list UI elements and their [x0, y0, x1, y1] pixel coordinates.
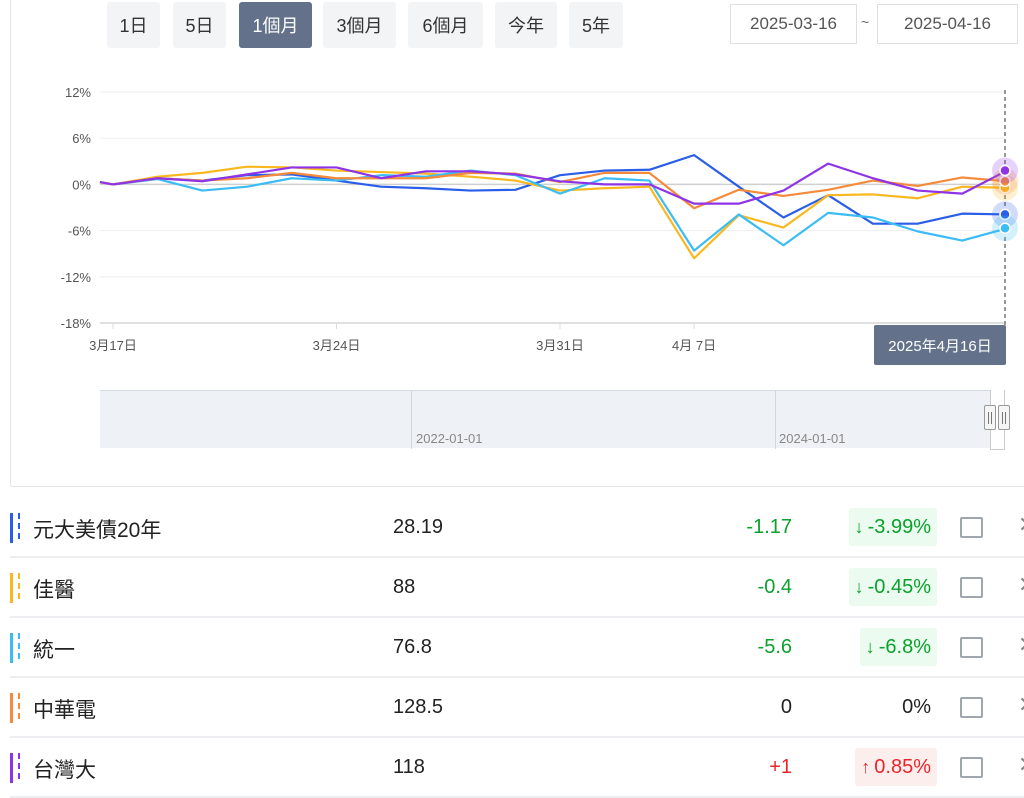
percent-change-badge: ↑ 0.85%: [855, 748, 937, 786]
series-line: [99, 169, 1008, 252]
stock-name: 中華電: [33, 699, 96, 722]
stock-price: 118: [393, 756, 425, 778]
y-tick-label: 6%: [72, 131, 91, 146]
series-dash-marker: [18, 513, 20, 543]
stock-name: 元大美債20年: [33, 519, 162, 542]
data-point: [999, 208, 1011, 221]
y-tick-label: -12%: [61, 270, 92, 285]
percent-value: 0%: [902, 695, 931, 718]
series-color-bar: [10, 513, 13, 543]
percent-change-badge: ↓ -0.45%: [848, 568, 937, 606]
table-row[interactable]: 台灣大 118 +1 ↑0.85% ✕: [10, 738, 1024, 798]
series-line: [99, 162, 1008, 205]
stock-price: 88: [393, 576, 416, 598]
data-point: [999, 175, 1011, 188]
arrow-down-icon: ↓: [854, 576, 864, 597]
x-tick-label: 3月31日: [536, 338, 584, 353]
series-dash-marker: [18, 573, 20, 603]
x-tick-label: 3月24日: [313, 338, 361, 353]
select-checkbox[interactable]: [960, 517, 983, 538]
percent-change-badge: 0%: [892, 688, 937, 726]
range-button[interactable]: 1日: [107, 2, 160, 48]
line-chart: 12% 6% 0% -6% -12% -18% 3月17日 3月24日 3月31日 4月 7日: [61, 85, 1018, 353]
range-button[interactable]: 1個月: [239, 2, 312, 48]
series-color-bar: [10, 753, 13, 783]
navigator-divider: [775, 391, 776, 449]
range-button[interactable]: 6個月: [408, 2, 483, 48]
close-icon[interactable]: ✕: [1018, 692, 1024, 718]
close-icon[interactable]: ✕: [1018, 572, 1024, 598]
y-tick-label: -18%: [61, 316, 92, 331]
price-change: 0: [780, 696, 792, 718]
select-checkbox[interactable]: [960, 577, 983, 598]
price-change: -1.17: [746, 516, 792, 538]
navigator-right-handle[interactable]: [998, 405, 1010, 430]
range-button[interactable]: 5日: [173, 2, 226, 48]
percent-value: -6.8%: [878, 635, 931, 658]
range-button[interactable]: 3個月: [323, 2, 396, 48]
navigator-label: 2022-01-01: [416, 431, 483, 446]
navigator-left-handle[interactable]: [984, 405, 996, 430]
price-change: +1: [769, 756, 792, 778]
arrow-down-icon: ↓: [854, 516, 864, 537]
price-change: -0.4: [757, 576, 792, 598]
arrow-down-icon: ↓: [865, 636, 875, 657]
range-button[interactable]: 5年: [569, 2, 623, 48]
navigator-label: 2024-01-01: [779, 431, 846, 446]
data-point: [999, 222, 1011, 235]
series-dash-marker: [18, 753, 20, 783]
table-row[interactable]: 統一 76.8 -5.6 ↓-6.8% ✕: [10, 618, 1024, 678]
data-point: [999, 164, 1011, 177]
series-dash-marker: [18, 693, 20, 723]
close-icon[interactable]: ✕: [1018, 512, 1024, 538]
table-row[interactable]: 中華電 128.5 0 0% ✕: [10, 678, 1024, 738]
y-tick-label: 12%: [65, 85, 91, 100]
close-icon[interactable]: ✕: [1018, 632, 1024, 658]
stock-price: 76.8: [393, 636, 432, 658]
percent-value: 0.85%: [874, 755, 931, 778]
end-date-input[interactable]: 2025-04-16: [877, 4, 1018, 44]
y-tick-label: 0%: [72, 177, 91, 192]
chart-panel: [10, 0, 1024, 487]
select-checkbox[interactable]: [960, 697, 983, 718]
x-tick-label: 4月 7日: [672, 338, 716, 353]
stock-price: 128.5: [393, 696, 444, 718]
range-button[interactable]: 今年: [495, 2, 557, 48]
start-date-input[interactable]: 2025-03-16: [730, 4, 857, 44]
price-change: -5.6: [757, 636, 792, 658]
x-tick-label: 3月17日: [89, 338, 137, 353]
series-color-bar: [10, 693, 13, 723]
series-dash-marker: [18, 633, 20, 663]
date-tooltip: 2025年4月16日: [874, 325, 1006, 365]
series-color-bar: [10, 573, 13, 603]
percent-change-badge: ↓ -6.8%: [859, 628, 937, 666]
percent-value: -0.45%: [867, 575, 931, 598]
series-color-bar: [10, 633, 13, 663]
stock-name: 台灣大: [33, 759, 96, 782]
table-row[interactable]: 佳醫 88 -0.4 ↓-0.45% ✕: [10, 558, 1024, 618]
close-icon[interactable]: ✕: [1018, 752, 1024, 778]
table-row[interactable]: 元大美債20年 28.19 -1.17 ↓-3.99% ✕: [10, 498, 1024, 558]
stock-price: 28.19: [393, 516, 444, 538]
navigator-divider: [411, 391, 412, 449]
percent-change-badge: ↓ -3.99%: [848, 508, 937, 546]
stock-name: 統一: [33, 639, 75, 662]
stock-name: 佳醫: [33, 579, 75, 602]
arrow-up-icon: ↑: [861, 756, 871, 777]
y-tick-label: -6%: [68, 224, 92, 239]
percent-value: -3.99%: [867, 515, 931, 538]
range-navigator[interactable]: 2022-01-01 2024-01-01: [100, 390, 990, 449]
date-separator: ~: [861, 14, 870, 30]
select-checkbox[interactable]: [960, 637, 983, 658]
select-checkbox[interactable]: [960, 757, 983, 778]
